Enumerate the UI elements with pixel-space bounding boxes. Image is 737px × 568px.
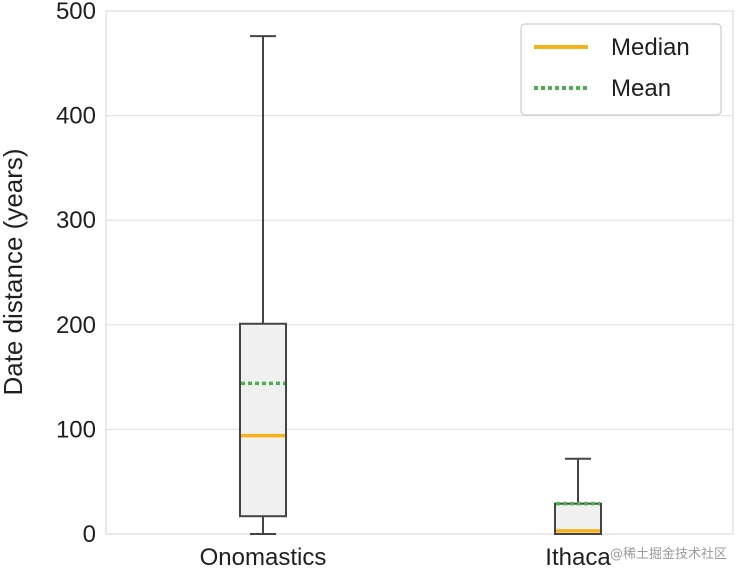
x-tick-labels: Onomastics Ithaca	[200, 544, 612, 568]
iqr-box	[239, 322, 287, 518]
y-tick-label: 300	[56, 207, 96, 234]
y-tick-labels: 0 100 200 300 400 500	[56, 0, 96, 548]
legend: Median Mean	[520, 23, 722, 116]
y-tick-label: 100	[56, 416, 96, 443]
y-tick-label: 200	[56, 312, 96, 339]
y-tick-label: 400	[56, 103, 96, 130]
box-ithaca	[554, 457, 602, 535]
x-tick-label: Ithaca	[545, 544, 611, 568]
y-axis-title: Date distance (years)	[0, 148, 28, 395]
boxes	[239, 35, 602, 535]
plot-area-frame	[105, 10, 734, 535]
y-tick-label: 0	[83, 521, 96, 548]
legend-mean-label: Mean	[611, 75, 671, 102]
box-onomastics	[239, 35, 287, 535]
y-tick-label: 500	[56, 0, 96, 25]
legend-median-label: Median	[611, 34, 690, 61]
x-tick-label: Onomastics	[200, 544, 327, 568]
watermark-text: @稀土掘金技术社区	[610, 546, 727, 562]
